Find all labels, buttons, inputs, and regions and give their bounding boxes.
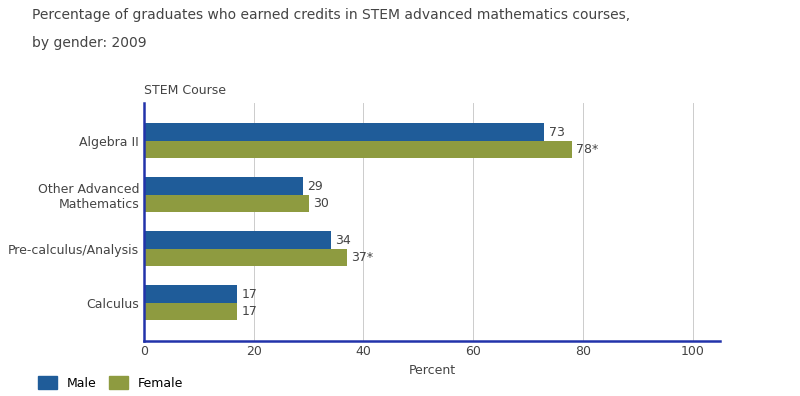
Text: 34: 34 [335,234,350,247]
Text: 17: 17 [242,287,258,301]
Bar [144,141,572,158]
Text: 29: 29 [307,180,323,192]
Text: 73: 73 [549,126,565,139]
Text: 30: 30 [313,197,329,210]
Text: 17: 17 [242,305,258,318]
Bar [144,232,330,249]
Bar [144,249,347,266]
Text: STEM Course: STEM Course [144,84,226,97]
Bar [144,195,309,212]
Text: 78*: 78* [576,143,598,156]
Bar [144,177,303,195]
Bar [144,286,238,303]
Bar [144,303,238,320]
Text: 37*: 37* [351,251,374,264]
Text: by gender: 2009: by gender: 2009 [32,36,146,50]
Legend: Male, Female: Male, Female [38,376,183,390]
Text: Percentage of graduates who earned credits in STEM advanced mathematics courses,: Percentage of graduates who earned credi… [32,8,630,22]
Bar [144,124,545,141]
X-axis label: Percent: Percent [409,364,455,377]
